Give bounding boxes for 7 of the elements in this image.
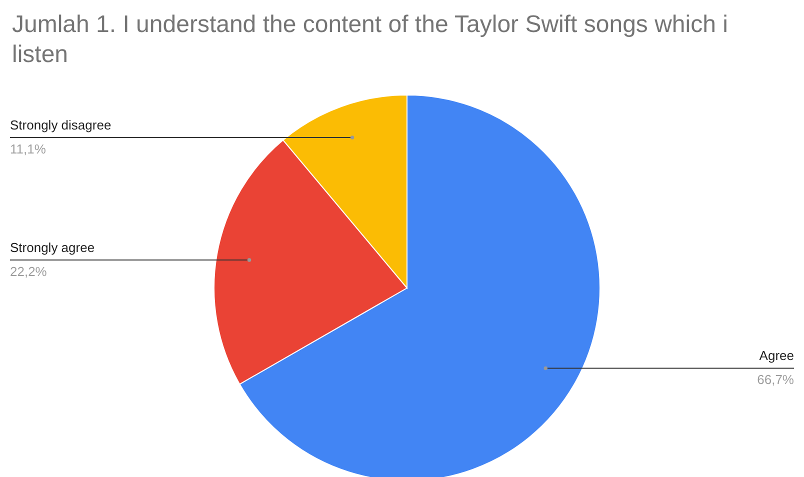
data-label: 11,1%: [10, 141, 46, 156]
data-label: 66,7%: [757, 372, 794, 388]
chart-title: Jumlah 1. I understand the content of the Taylor Swift songs which i listen: [12, 10, 729, 70]
slice-label: Strongly disagree: [10, 117, 112, 132]
slice-label: Strongly agree: [10, 240, 95, 255]
data-label: 22,2%: [10, 264, 48, 279]
slice-label: Agree: [759, 348, 794, 364]
